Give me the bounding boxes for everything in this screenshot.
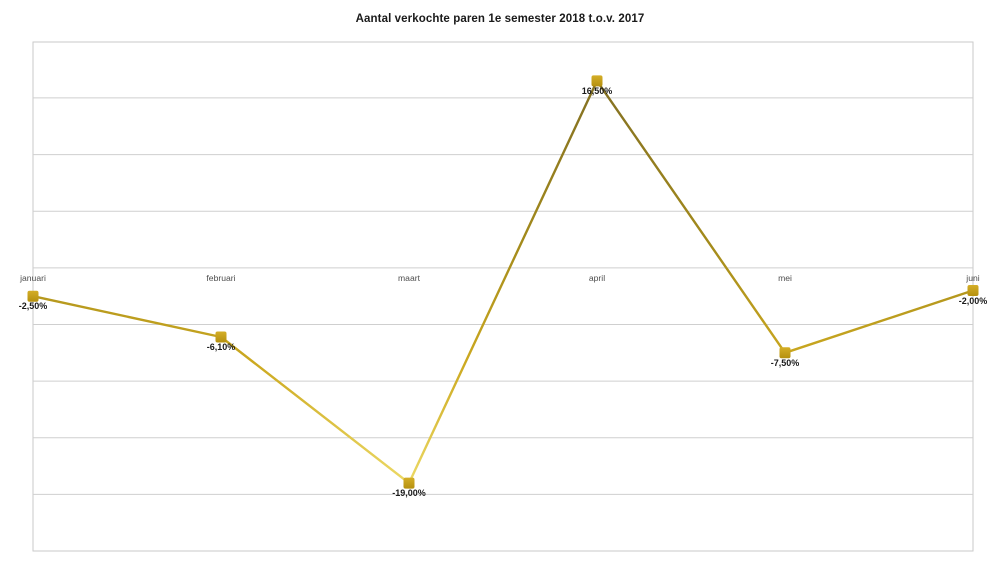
svg-text:-7,50%: -7,50% — [771, 358, 800, 368]
svg-text:januari: januari — [19, 273, 46, 283]
svg-text:-6,10%: -6,10% — [207, 342, 236, 352]
svg-text:-2,00%: -2,00% — [959, 296, 988, 306]
svg-text:-19,00%: -19,00% — [392, 488, 426, 498]
svg-text:mei: mei — [778, 273, 792, 283]
svg-text:16,50%: 16,50% — [582, 86, 613, 96]
svg-text:april: april — [589, 273, 605, 283]
svg-text:februari: februari — [206, 273, 235, 283]
svg-text:juni: juni — [965, 273, 979, 283]
svg-text:-2,50%: -2,50% — [19, 301, 48, 311]
svg-text:maart: maart — [398, 273, 421, 283]
